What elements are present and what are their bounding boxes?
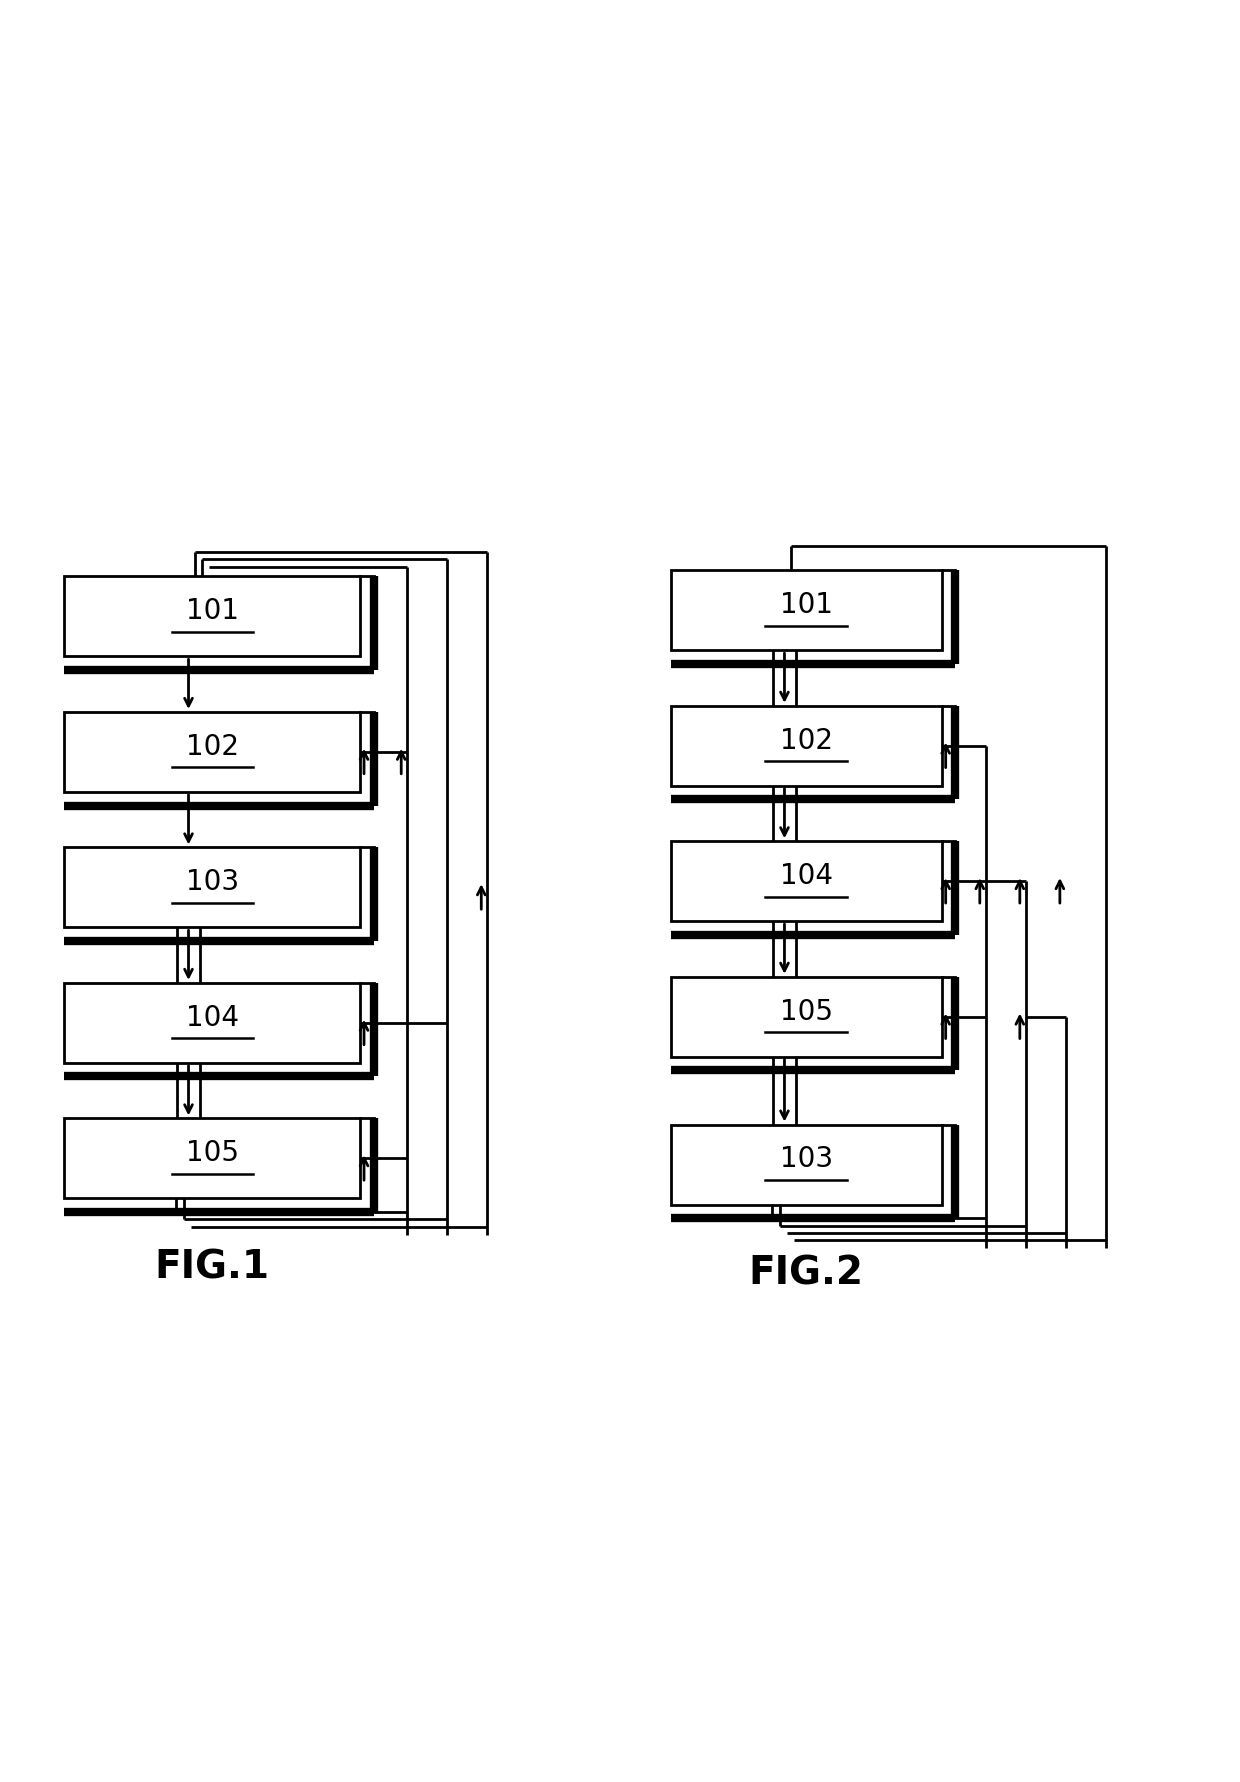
Text: 102: 102 <box>186 732 238 761</box>
Text: 103: 103 <box>186 868 239 896</box>
Text: 101: 101 <box>186 597 238 625</box>
Bar <box>671 1124 941 1205</box>
Bar <box>64 848 360 928</box>
Text: 105: 105 <box>186 1139 238 1167</box>
Bar <box>64 577 360 658</box>
Text: 102: 102 <box>780 727 832 754</box>
Bar <box>64 1119 360 1199</box>
Bar <box>671 706 941 786</box>
Text: 104: 104 <box>186 1003 238 1032</box>
Bar <box>671 977 941 1057</box>
Text: 101: 101 <box>780 592 832 618</box>
Bar <box>671 570 941 650</box>
Bar <box>64 984 360 1064</box>
Bar <box>64 713 360 793</box>
Text: FIG.1: FIG.1 <box>155 1247 269 1285</box>
Text: 103: 103 <box>780 1144 833 1173</box>
Text: FIG.2: FIG.2 <box>749 1253 863 1292</box>
Text: 104: 104 <box>780 862 832 889</box>
Bar <box>671 841 941 921</box>
Text: 105: 105 <box>780 996 832 1025</box>
